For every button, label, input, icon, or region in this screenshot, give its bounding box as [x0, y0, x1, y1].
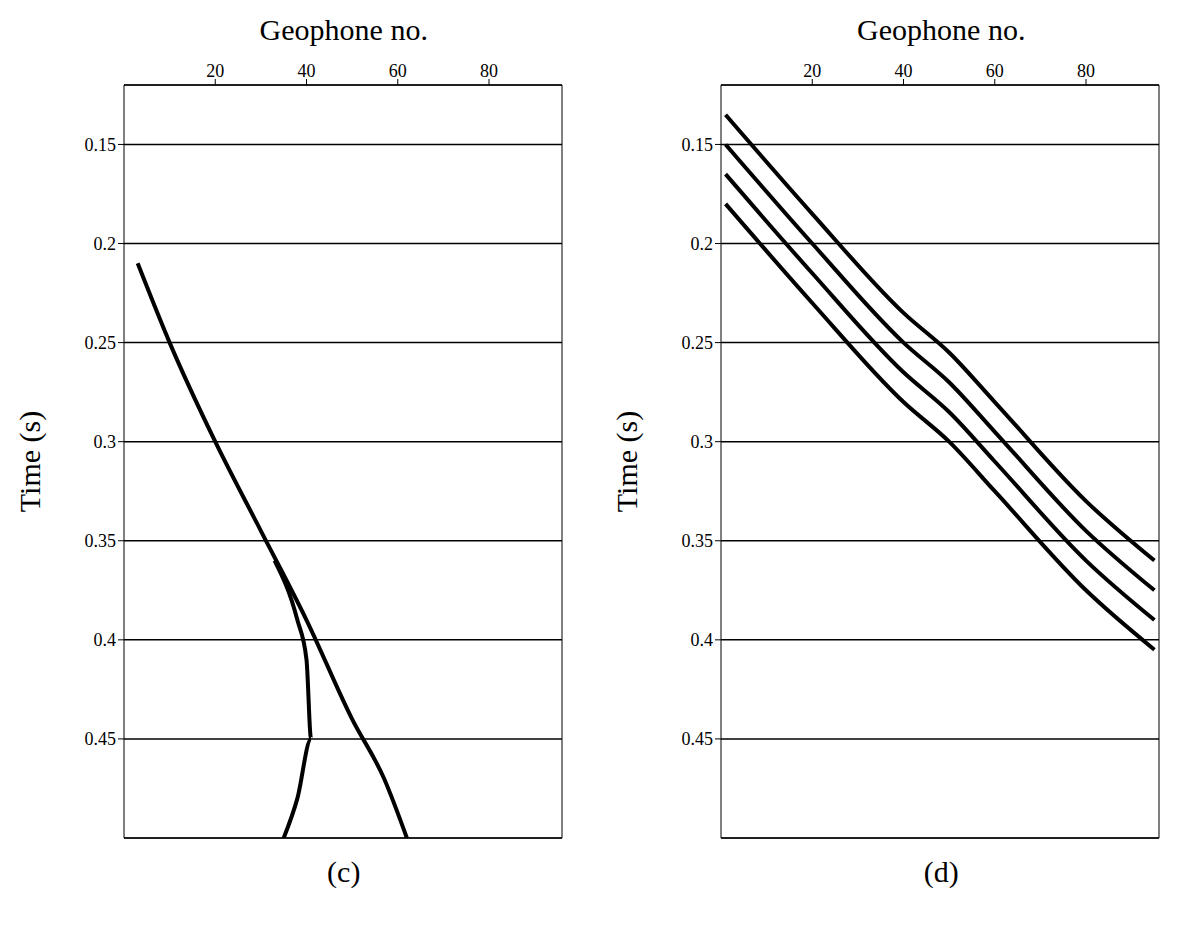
- svg-text:Time (s): Time (s): [14, 411, 47, 512]
- svg-text:0.45: 0.45: [84, 729, 116, 749]
- svg-text:0.15: 0.15: [682, 135, 714, 155]
- html-text:Geophone no.: Geophone no.: [857, 13, 1026, 46]
- svg-text:40: 40: [895, 61, 913, 81]
- svg-text:40: 40: [297, 61, 315, 81]
- svg-text:0.4: 0.4: [93, 630, 116, 650]
- svg-text:0.3: 0.3: [93, 432, 116, 452]
- svg-text:0.2: 0.2: [691, 234, 714, 254]
- svg-text:0.4: 0.4: [691, 630, 714, 650]
- svg-text:0.25: 0.25: [84, 333, 116, 353]
- svg-text:0.35: 0.35: [84, 531, 116, 551]
- svg-text:0.3: 0.3: [691, 432, 714, 452]
- svg-text:Time (s): Time (s): [611, 411, 644, 512]
- svg-text:20: 20: [206, 61, 224, 81]
- svg-text:0.2: 0.2: [93, 234, 116, 254]
- html-text:(c): (c): [327, 855, 361, 888]
- svg-text:60: 60: [986, 61, 1004, 81]
- html-text:(d): (d): [923, 855, 959, 888]
- svg-text:80: 80: [480, 61, 498, 81]
- svg-text:0.35: 0.35: [682, 531, 714, 551]
- svg-text:60: 60: [389, 61, 407, 81]
- svg-text:0.25: 0.25: [682, 333, 714, 353]
- svg-text:80: 80: [1077, 61, 1095, 81]
- html-text:Geophone no.: Geophone no.: [259, 13, 428, 46]
- svg-text:0.15: 0.15: [84, 135, 116, 155]
- svg-text:20: 20: [804, 61, 822, 81]
- svg-text:0.45: 0.45: [682, 729, 714, 749]
